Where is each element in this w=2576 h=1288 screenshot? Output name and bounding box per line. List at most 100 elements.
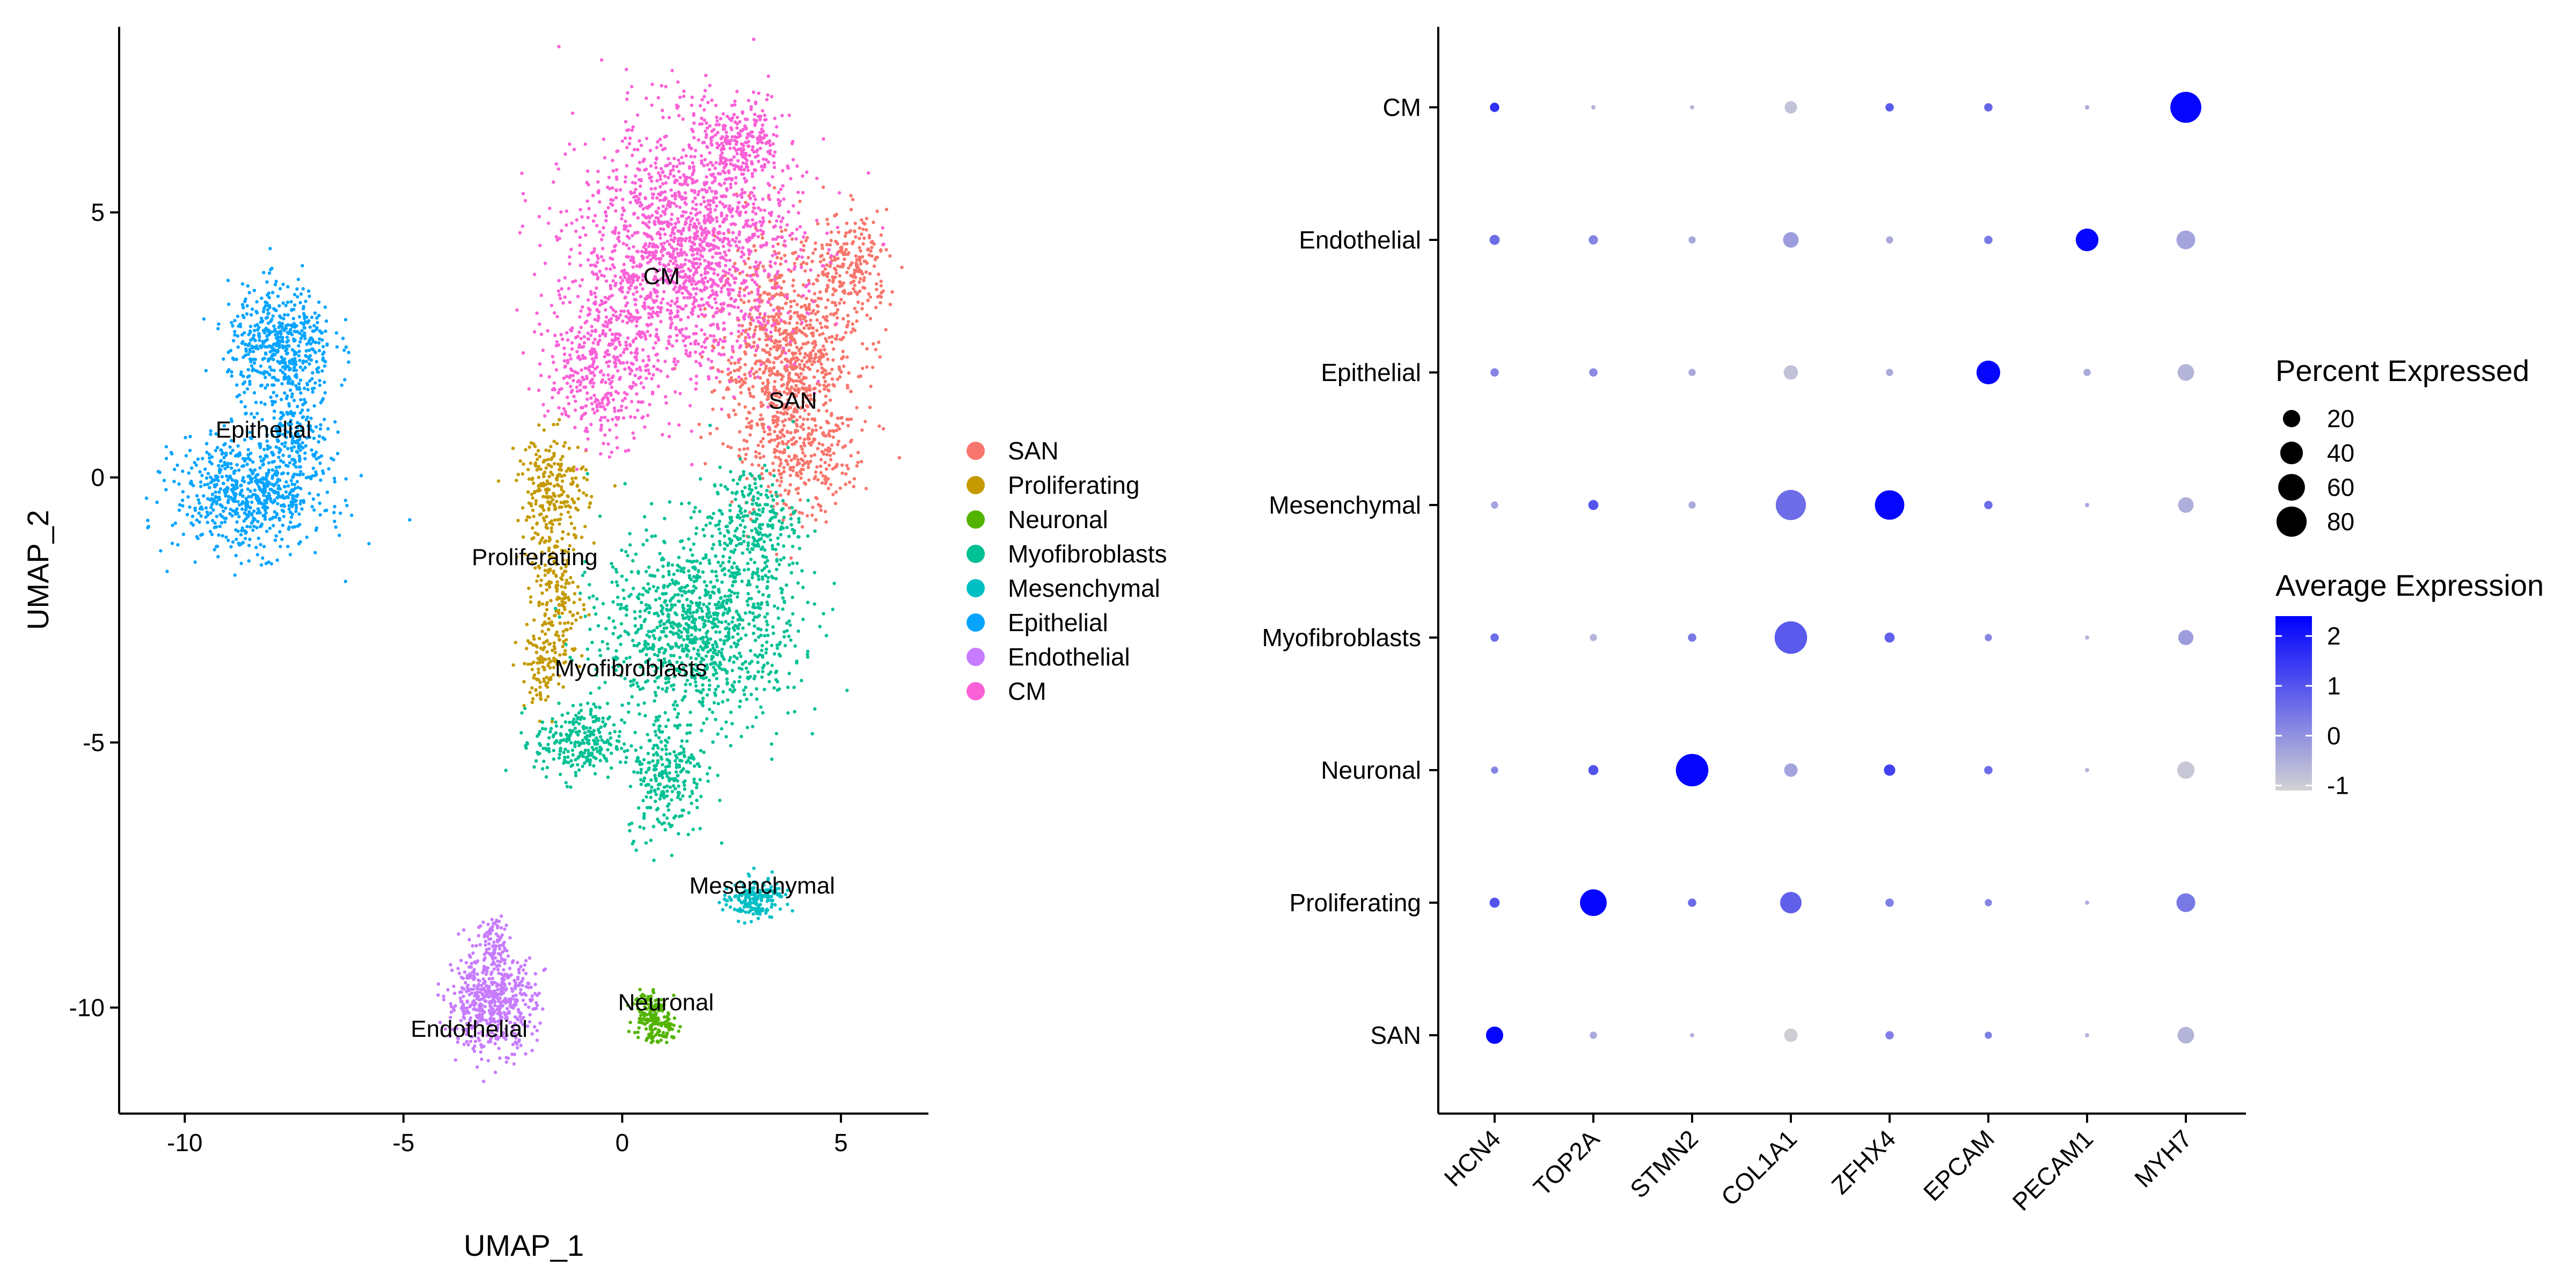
umap-point bbox=[637, 642, 641, 646]
umap-point bbox=[866, 298, 870, 302]
umap-point bbox=[662, 821, 666, 825]
umap-point bbox=[555, 580, 559, 584]
umap-point bbox=[308, 362, 311, 366]
umap-point bbox=[847, 418, 851, 421]
umap-point bbox=[668, 599, 672, 603]
umap-point bbox=[780, 229, 784, 233]
umap-point bbox=[711, 546, 714, 551]
umap-point bbox=[819, 325, 824, 330]
umap-point bbox=[736, 639, 741, 643]
umap-point bbox=[678, 656, 682, 660]
umap-point bbox=[656, 753, 660, 757]
umap-point bbox=[583, 570, 587, 574]
umap-point bbox=[230, 370, 233, 374]
umap-point bbox=[841, 252, 845, 256]
umap-point bbox=[620, 703, 624, 707]
umap-point bbox=[785, 621, 789, 625]
umap-point bbox=[697, 603, 701, 606]
umap-point bbox=[796, 629, 800, 633]
umap-point bbox=[308, 379, 312, 383]
umap-point bbox=[665, 686, 669, 690]
umap-point bbox=[876, 295, 880, 299]
umap-point bbox=[682, 546, 686, 550]
umap-point bbox=[743, 509, 747, 513]
umap-point bbox=[240, 282, 245, 286]
umap-point bbox=[817, 442, 821, 445]
umap-point bbox=[675, 765, 678, 770]
umap-point bbox=[702, 534, 706, 538]
umap-point bbox=[806, 365, 810, 369]
umap-point bbox=[757, 337, 762, 341]
umap-point bbox=[325, 343, 329, 347]
umap-point bbox=[764, 323, 767, 327]
umap-point bbox=[576, 740, 580, 744]
umap-point bbox=[839, 250, 844, 254]
umap-point bbox=[659, 793, 663, 797]
umap-point bbox=[771, 544, 774, 548]
umap-point bbox=[810, 428, 815, 432]
umap-point bbox=[583, 524, 587, 529]
umap-point bbox=[778, 332, 782, 336]
umap-point bbox=[321, 356, 325, 360]
umap-point bbox=[664, 738, 668, 742]
umap-point bbox=[592, 605, 596, 610]
umap-point bbox=[834, 239, 838, 244]
umap-point bbox=[797, 375, 801, 379]
umap-point bbox=[653, 1022, 657, 1026]
umap-point bbox=[826, 486, 830, 491]
umap-point bbox=[673, 593, 677, 597]
umap-point bbox=[864, 487, 868, 491]
umap-point bbox=[690, 801, 693, 806]
umap-point bbox=[722, 599, 726, 603]
umap-point bbox=[729, 361, 733, 365]
umap-point bbox=[800, 467, 803, 471]
umap-point bbox=[682, 780, 686, 784]
umap-point bbox=[668, 500, 672, 504]
umap-point bbox=[762, 540, 766, 544]
umap-point bbox=[550, 530, 554, 533]
umap-point bbox=[793, 261, 796, 266]
umap-point bbox=[645, 606, 649, 611]
umap-point bbox=[318, 501, 321, 505]
umap-point bbox=[795, 346, 799, 349]
umap-point bbox=[647, 738, 651, 743]
umap-point bbox=[690, 792, 694, 795]
umap-point bbox=[817, 503, 821, 507]
umap-point bbox=[276, 484, 281, 488]
umap-point bbox=[561, 597, 565, 601]
umap-point bbox=[659, 998, 663, 1002]
umap-point bbox=[751, 547, 755, 551]
umap-point bbox=[564, 642, 568, 647]
umap-point bbox=[554, 720, 558, 724]
umap-point bbox=[779, 480, 784, 484]
umap-point bbox=[251, 528, 255, 532]
umap-point bbox=[765, 334, 769, 338]
umap-point bbox=[551, 717, 554, 721]
umap-point bbox=[598, 751, 602, 756]
umap-point bbox=[790, 334, 794, 339]
umap-point bbox=[316, 320, 319, 325]
umap-point bbox=[604, 740, 608, 744]
umap-point bbox=[760, 643, 764, 648]
umap-point bbox=[284, 490, 288, 494]
umap-point bbox=[770, 504, 773, 508]
umap-point bbox=[661, 687, 664, 691]
umap-point bbox=[784, 459, 788, 463]
umap-point bbox=[546, 680, 550, 685]
umap-point bbox=[884, 328, 888, 332]
umap-point bbox=[648, 1027, 653, 1031]
umap-point bbox=[755, 697, 759, 701]
umap-point bbox=[772, 186, 777, 190]
umap-point bbox=[704, 553, 708, 557]
umap-point bbox=[870, 254, 874, 258]
umap-point bbox=[672, 750, 676, 754]
umap-point bbox=[791, 612, 795, 616]
umap-point bbox=[805, 262, 809, 266]
umap-point bbox=[795, 424, 799, 428]
umap-point bbox=[240, 341, 244, 345]
umap-point bbox=[653, 612, 656, 616]
umap-point bbox=[558, 674, 561, 678]
umap-point bbox=[700, 355, 704, 359]
umap-point bbox=[751, 618, 756, 622]
umap-point bbox=[742, 301, 746, 304]
